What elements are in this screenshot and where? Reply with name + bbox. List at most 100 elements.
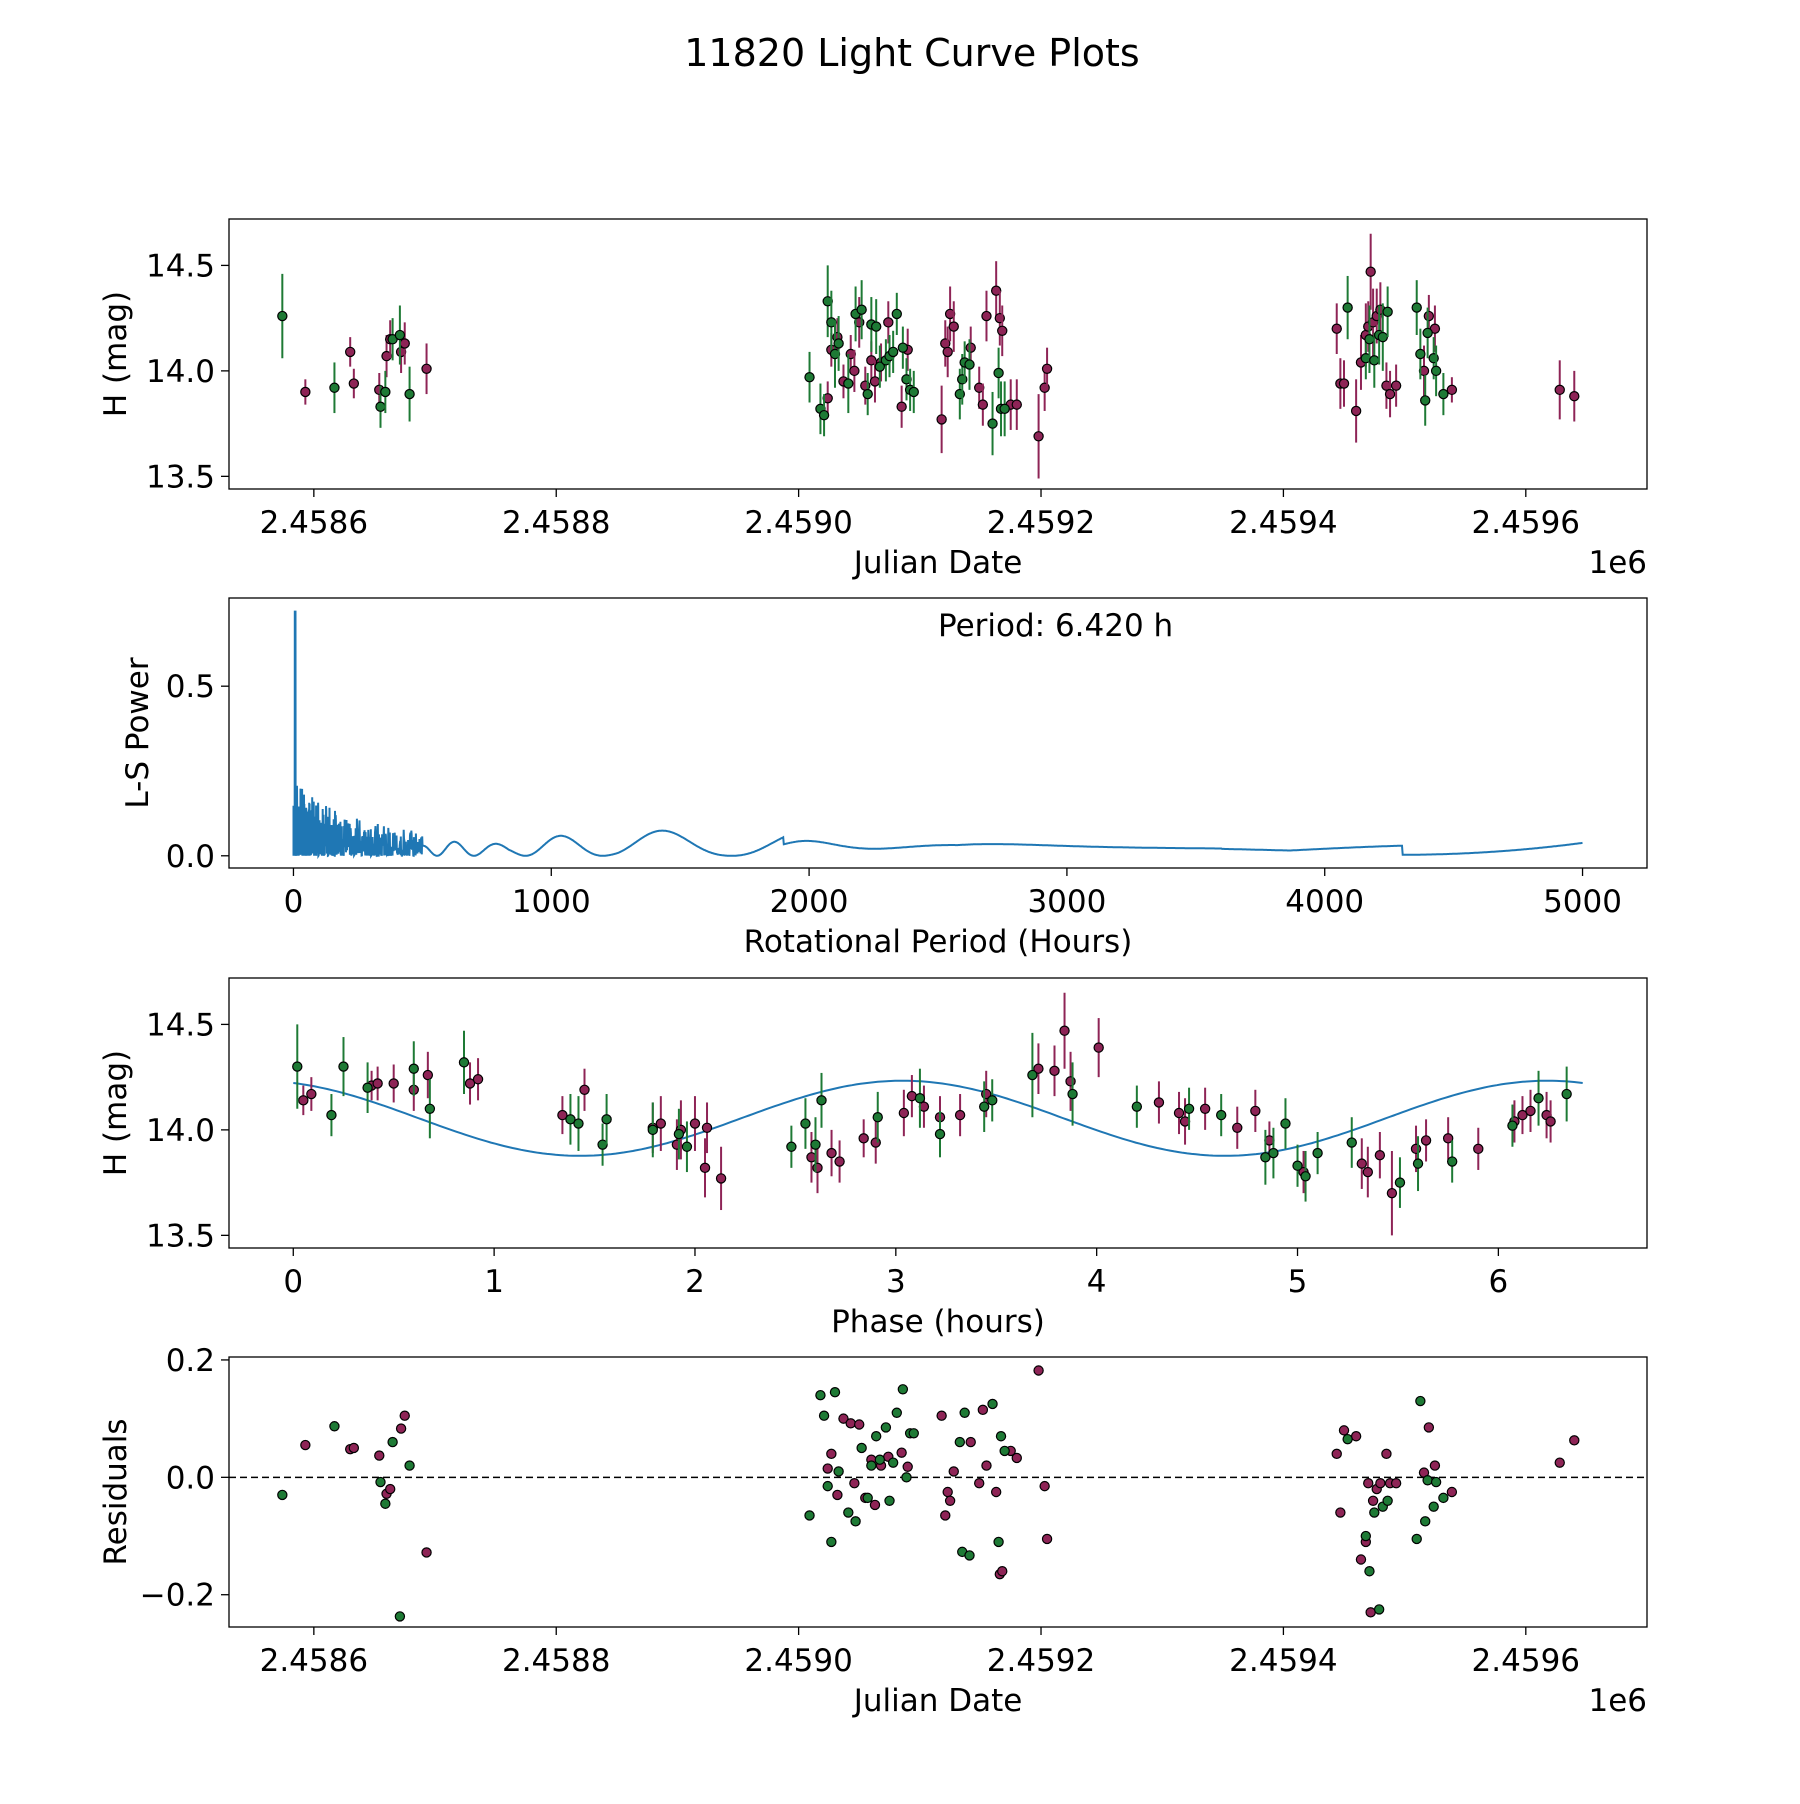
- phased-data-point: [458, 1057, 470, 1068]
- residuals-data-point: [974, 1477, 985, 1489]
- residuals-ylabel: Residuals: [98, 1418, 134, 1565]
- raw-data-point: [1554, 384, 1565, 396]
- residuals-data-point: [845, 1418, 856, 1429]
- residuals-offset-label: 1e6: [1588, 1683, 1647, 1719]
- periodogram-xtick-label: 5000: [1543, 884, 1622, 920]
- phased-data-point: [1183, 1103, 1195, 1114]
- phased-data-point: [1394, 1177, 1406, 1188]
- raw-ylabel: H (mag): [98, 291, 134, 417]
- phased-data-point: [1027, 1069, 1038, 1081]
- periodogram-axes-frame: [228, 597, 1648, 869]
- raw-data-point: [1377, 331, 1388, 343]
- residuals-data-point: [387, 1436, 398, 1448]
- residuals-data-point: [838, 1413, 849, 1424]
- raw-data-point: [1569, 390, 1580, 402]
- residuals-data-point: [866, 1460, 877, 1471]
- phased-data-point: [1312, 1147, 1323, 1159]
- residuals-data-point: [277, 1489, 288, 1501]
- residuals-ytick-label: 0.0: [166, 1460, 215, 1496]
- raw-data-point: [348, 378, 360, 389]
- periodogram-xtick-label: 2000: [770, 884, 849, 920]
- phased-axes-frame: [228, 977, 1648, 1249]
- raw-data-point: [965, 342, 976, 353]
- raw-data-point: [883, 317, 894, 328]
- residuals-data-point: [1335, 1507, 1346, 1518]
- residuals-data-point: [1428, 1501, 1439, 1512]
- phased-data-point: [388, 1078, 399, 1089]
- residuals-data-point: [891, 1407, 902, 1418]
- raw-data-point: [375, 401, 386, 412]
- phased-data-point: [1199, 1103, 1211, 1114]
- residuals-data-point: [944, 1495, 956, 1507]
- residuals-data-point: [1041, 1533, 1053, 1545]
- residuals-data-point: [869, 1499, 881, 1511]
- phased-data-point: [647, 1124, 658, 1136]
- raw-data-point: [997, 325, 1008, 336]
- periodogram-xtick-label: 0: [284, 884, 304, 920]
- raw-data-point: [981, 310, 992, 322]
- phased-data-point: [810, 1139, 821, 1150]
- residuals-data-point: [1381, 1448, 1392, 1460]
- raw-xtick-label: 2.4596: [1472, 505, 1580, 541]
- raw-xtick-label: 2.4594: [1229, 505, 1337, 541]
- residuals-data-point: [1390, 1477, 1402, 1489]
- raw-data-point: [1011, 399, 1022, 410]
- phased-data-point: [1093, 1042, 1104, 1053]
- residuals-data-point: [896, 1447, 907, 1458]
- residuals-data-point: [902, 1461, 913, 1472]
- residuals-data-point: [384, 1483, 396, 1495]
- raw-data-point: [936, 414, 947, 425]
- residuals-data-point: [329, 1421, 340, 1432]
- raw-data-point: [1415, 348, 1426, 360]
- raw-xtick-label: 2.4588: [502, 505, 610, 541]
- residuals-data-point: [856, 1442, 867, 1454]
- raw-data-point: [897, 342, 909, 353]
- phased-data-point: [338, 1061, 349, 1072]
- raw-data-point: [1423, 310, 1435, 322]
- raw-data-point: [1365, 266, 1376, 277]
- residuals-data-point: [1420, 1516, 1431, 1527]
- phased-data-point: [1561, 1088, 1572, 1100]
- residuals-data-point: [981, 1460, 992, 1471]
- phased-xtick-label: 0: [283, 1264, 303, 1300]
- phased-data-point: [579, 1084, 590, 1095]
- residuals-data-point: [1446, 1486, 1458, 1498]
- phased-data-point: [292, 1061, 303, 1072]
- periodogram-plot-area: [292, 610, 1583, 860]
- raw-ytick-label: 14.0: [146, 354, 215, 390]
- raw-data-point: [1430, 365, 1442, 377]
- phased-data-point: [1507, 1120, 1518, 1131]
- phased-panel: 0 1 2 3 4 5 6 13.5 14.0 14.5 Phase (hours) H (mag): [98, 977, 1648, 1340]
- phased-data-point: [372, 1078, 383, 1089]
- phased-data-point: [1356, 1158, 1367, 1169]
- phased-data-point: [1473, 1143, 1484, 1155]
- phased-data-point: [326, 1109, 337, 1121]
- raw-xtick-label: 2.4592: [987, 505, 1095, 541]
- residuals-data-point: [822, 1480, 833, 1492]
- phased-data-point: [1131, 1101, 1143, 1112]
- phased-data-point: [1300, 1171, 1311, 1182]
- raw-xtick-label: 2.4586: [260, 505, 368, 541]
- residuals-data-point: [348, 1442, 360, 1454]
- residuals-data-point: [1365, 1607, 1376, 1618]
- residuals-data-point: [395, 1423, 407, 1434]
- residuals-data-point: [940, 1510, 951, 1521]
- phased-data-point: [1292, 1160, 1303, 1171]
- residuals-xtick-label: 2.4586: [260, 1643, 368, 1679]
- residuals-data-point: [380, 1498, 391, 1509]
- residuals-data-point: [884, 1495, 895, 1507]
- phased-data-point: [306, 1088, 317, 1100]
- residuals-data-point: [1360, 1530, 1372, 1542]
- raw-data-point: [1384, 388, 1396, 400]
- phased-series-green: [292, 1024, 1572, 1208]
- residuals-data-point: [1342, 1433, 1353, 1445]
- residuals-data-point: [1411, 1533, 1422, 1545]
- residuals-data-point: [832, 1489, 843, 1501]
- periodogram-ytick-label: 0.0: [166, 839, 215, 875]
- residuals-data-point: [849, 1477, 860, 1489]
- phased-data-point: [422, 1069, 434, 1081]
- residuals-data-point: [870, 1431, 882, 1442]
- phased-data-point: [934, 1128, 946, 1140]
- phased-data-point: [408, 1063, 419, 1074]
- phased-data-point: [978, 1101, 990, 1112]
